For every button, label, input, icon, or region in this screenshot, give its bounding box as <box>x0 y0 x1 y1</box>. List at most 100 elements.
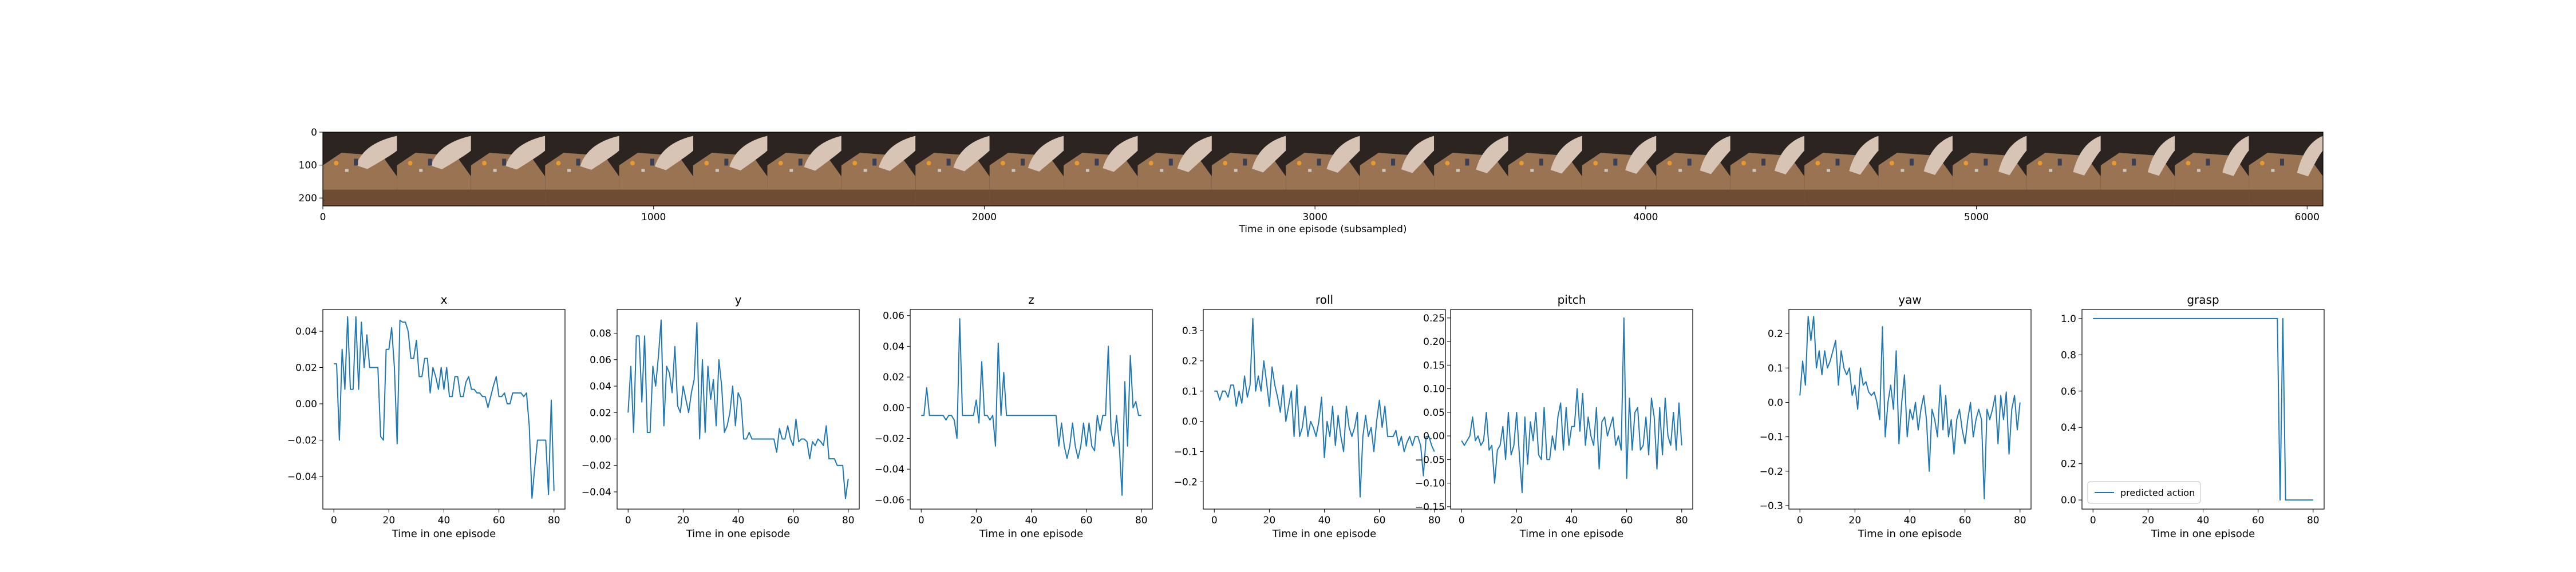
y-tick: 0.2 <box>1768 328 1789 340</box>
x-tick: 60 <box>1621 509 1633 526</box>
filmstrip-x-tick: 0 <box>320 206 326 223</box>
svg-text:20: 20 <box>1849 515 1862 526</box>
svg-text:40: 40 <box>1318 515 1331 526</box>
filmstrip-image-panel: 0 1000 2000 3000 4000 5000 6000 0 100 200 Time i… <box>299 127 2324 235</box>
subplot-y: y 0 20 40 60 80 0.08 0.06 0.04 0.02 0.00 −0.02 −0.04… <box>582 293 860 540</box>
filmstrip-frame <box>2175 132 2250 206</box>
filmstrip-y-tick: 100 <box>299 160 323 172</box>
filmstrip-frame <box>915 132 990 206</box>
y-tick: 0.1 <box>1182 386 1203 398</box>
x-tick: 0 <box>2090 509 2096 526</box>
x-tick: 0 <box>1211 509 1218 526</box>
y-tick: 0.00 <box>1423 431 1451 442</box>
svg-text:60: 60 <box>787 515 800 526</box>
filmstrip-x-tick: 1000 <box>641 206 666 223</box>
svg-text:0.02: 0.02 <box>883 372 904 383</box>
filmstrip-frame <box>1508 132 1583 206</box>
subplot-title: y <box>735 293 742 307</box>
filmstrip-x-tick: 3000 <box>1303 206 1327 223</box>
y-tick: −0.04 <box>287 471 323 483</box>
subplot-grasp: grasp 0 20 40 60 80 1.0 0.8 0.6 0.4 0.2 0.0 Time in … <box>2061 293 2325 540</box>
svg-text:0.0: 0.0 <box>1182 416 1198 428</box>
svg-text:40: 40 <box>1566 515 1578 526</box>
y-tick: 0.04 <box>590 381 617 392</box>
svg-text:5000: 5000 <box>1964 212 1989 223</box>
x-tick: 80 <box>1676 509 1688 526</box>
y-tick: 0.05 <box>1423 407 1451 419</box>
x-tick: 0 <box>1797 509 1803 526</box>
x-tick: 20 <box>2142 509 2155 526</box>
y-tick: −0.1 <box>1174 447 1203 458</box>
y-tick: 0.06 <box>590 355 617 366</box>
filmstrip-frame <box>841 132 916 206</box>
series-line <box>1461 317 1682 494</box>
y-tick: 0.02 <box>295 363 323 374</box>
y-tick: −0.3 <box>1760 500 1789 512</box>
y-tick: 0.3 <box>1182 325 1203 337</box>
x-tick: 20 <box>1849 509 1862 526</box>
svg-text:4000: 4000 <box>1633 212 1658 223</box>
svg-text:−0.10: −0.10 <box>1415 478 1445 490</box>
svg-text:80: 80 <box>2307 515 2320 526</box>
filmstrip-frame <box>1952 132 2028 206</box>
subplot-frame <box>1203 309 1446 510</box>
svg-text:0.0: 0.0 <box>1768 397 1783 408</box>
svg-text:40: 40 <box>2197 515 2210 526</box>
y-tick: −0.04 <box>875 464 910 475</box>
svg-text:0.25: 0.25 <box>1423 313 1445 324</box>
svg-text:−0.02: −0.02 <box>582 460 611 472</box>
svg-text:200: 200 <box>299 193 317 204</box>
subplot-frame <box>617 309 860 510</box>
svg-text:0.04: 0.04 <box>590 381 611 392</box>
y-tick: 0.0 <box>1182 416 1203 428</box>
svg-text:0.1: 0.1 <box>1768 363 1783 374</box>
series-line <box>921 318 1141 496</box>
y-tick: 0.00 <box>295 399 323 410</box>
svg-text:0: 0 <box>918 515 924 526</box>
svg-text:20: 20 <box>383 515 396 526</box>
filmstrip-frame-border <box>322 132 2324 206</box>
x-tick: 20 <box>1511 509 1523 526</box>
svg-text:0.2: 0.2 <box>1182 356 1198 367</box>
series-line <box>2093 317 2313 501</box>
svg-text:60: 60 <box>1621 515 1633 526</box>
svg-text:80: 80 <box>548 515 560 526</box>
svg-text:0.20: 0.20 <box>1423 336 1445 348</box>
y-tick: 0.00 <box>590 434 617 446</box>
filmstrip-frame <box>1878 132 1953 206</box>
svg-text:0: 0 <box>1797 515 1803 526</box>
x-tick: 20 <box>970 509 982 526</box>
svg-text:−0.06: −0.06 <box>875 495 904 506</box>
svg-text:−0.04: −0.04 <box>582 487 611 498</box>
svg-text:40: 40 <box>1904 515 1917 526</box>
x-axis-label: Time in one episode <box>392 528 496 540</box>
y-tick: 0.1 <box>1768 363 1789 374</box>
series-line <box>1214 317 1435 498</box>
filmstrip-y-ticks: 0 100 200 <box>299 127 323 204</box>
filmstrip-x-tick: 6000 <box>2295 206 2320 223</box>
svg-text:40: 40 <box>732 515 745 526</box>
subplot-frame <box>1450 309 1693 510</box>
svg-text:6000: 6000 <box>2295 212 2320 223</box>
subplot-roll: roll 0 20 40 60 80 0.3 0.2 0.1 0.0 −0.1 −0.2 Time in… <box>1174 293 1446 540</box>
y-tick: 0.02 <box>883 372 910 383</box>
y-tick: −0.15 <box>1415 502 1451 513</box>
svg-text:20: 20 <box>2142 515 2155 526</box>
subplot-pitch: pitch 0 20 40 60 80 0.25 0.20 0.15 0.10 0.05 0.00 −0… <box>1415 293 1693 540</box>
y-tick: 1.0 <box>2061 313 2082 325</box>
subplot-title: roll <box>1315 293 1333 307</box>
y-tick: −0.2 <box>1760 466 1789 478</box>
svg-text:0.10: 0.10 <box>1423 384 1445 395</box>
filmstrip-frame <box>545 132 620 206</box>
filmstrip-frame <box>619 132 694 206</box>
svg-text:−0.04: −0.04 <box>287 471 317 483</box>
svg-text:−0.3: −0.3 <box>1760 500 1783 512</box>
legend: predicted action <box>2087 481 2201 504</box>
svg-text:0.05: 0.05 <box>1423 407 1445 419</box>
filmstrip-frame <box>1360 132 1435 206</box>
svg-text:80: 80 <box>842 515 855 526</box>
svg-text:60: 60 <box>1959 515 1971 526</box>
filmstrip-frame <box>767 132 842 206</box>
y-tick: −0.02 <box>582 460 617 472</box>
filmstrip-frame <box>1656 132 1731 206</box>
